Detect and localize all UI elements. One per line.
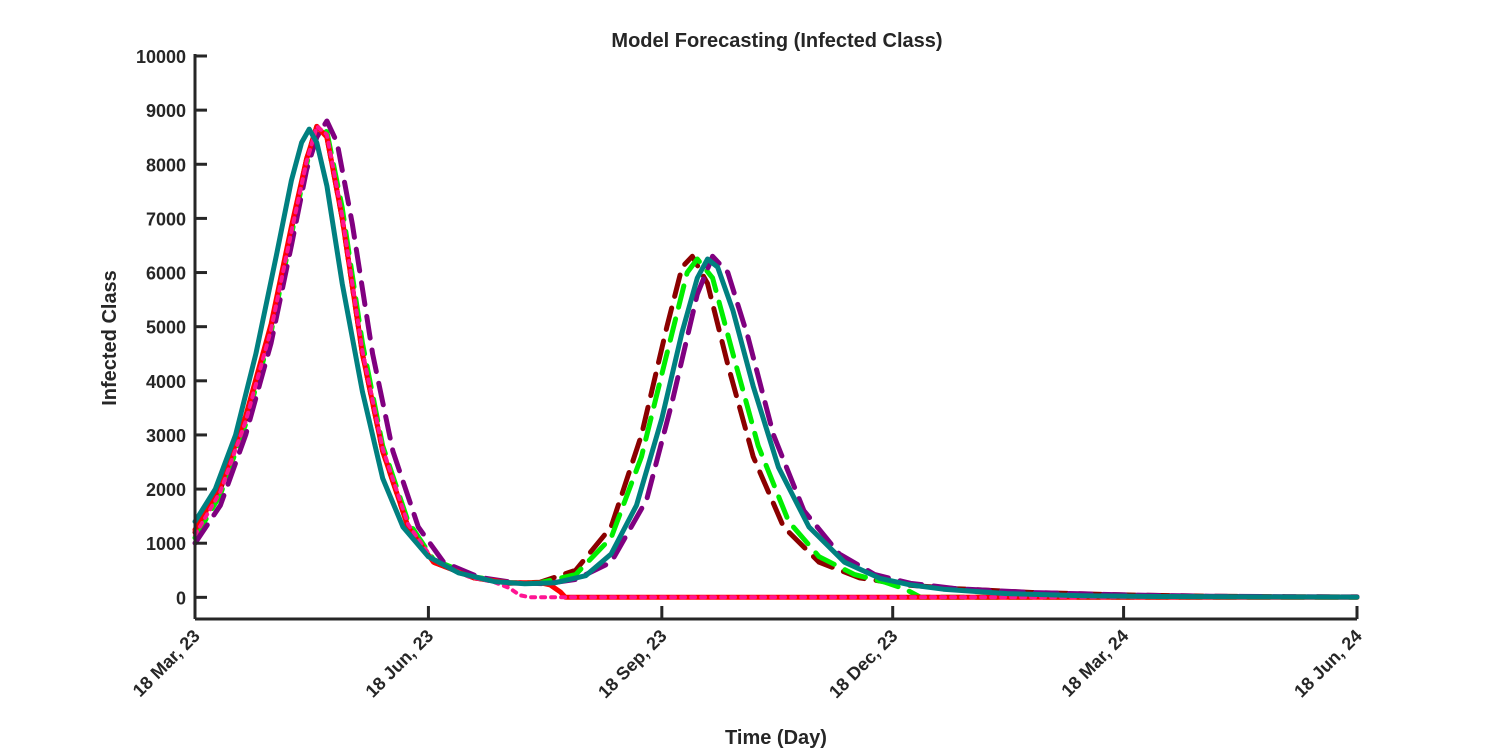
x-tick-label: 18 Sep, 23 <box>594 626 670 702</box>
y-tick-label: 0 <box>176 588 186 608</box>
x-tick-label: 18 Mar, 24 <box>1057 626 1132 701</box>
y-tick-label: 3000 <box>146 426 186 446</box>
y-tick-label: 10000 <box>136 47 186 67</box>
y-tick-label: 2000 <box>146 480 186 500</box>
y-tick-label: 4000 <box>146 372 186 392</box>
series-line-6 <box>192 126 1360 600</box>
series-line-5 <box>193 124 1359 600</box>
x-axis-label: Time (Day) <box>725 727 827 749</box>
x-tick-label: 18 Dec, 23 <box>825 626 901 702</box>
series-line-3 <box>192 118 1360 600</box>
x-tick-label: 18 Mar, 23 <box>129 626 204 701</box>
x-tick-label: 18 Jun, 24 <box>1290 626 1366 702</box>
y-tick-label: 1000 <box>146 534 186 554</box>
y-tick-label: 9000 <box>146 101 186 121</box>
series-line-4 <box>192 123 1360 600</box>
y-tick-label: 6000 <box>146 264 186 284</box>
y-tick-label: 5000 <box>146 318 186 338</box>
x-tick-label: 18 Jun, 23 <box>362 626 438 702</box>
y-axis-label: Infected Class <box>99 270 121 406</box>
chart-title: Model Forecasting (Infected Class) <box>611 30 942 52</box>
series-layer <box>192 118 1360 600</box>
series-line-1 <box>192 123 1360 600</box>
y-tick-label: 7000 <box>146 209 186 229</box>
y-tick-label: 8000 <box>146 155 186 175</box>
series-line-2 <box>192 123 1360 600</box>
